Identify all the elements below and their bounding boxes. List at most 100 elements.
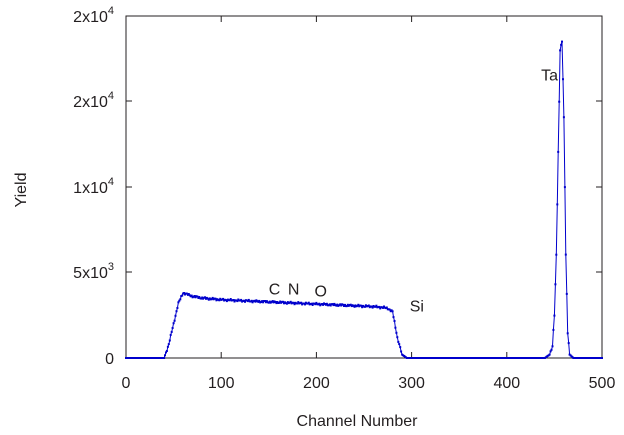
data-point <box>385 306 388 309</box>
data-point <box>322 303 325 306</box>
data-point <box>395 331 398 334</box>
data-point <box>264 300 266 302</box>
data-point <box>333 302 336 305</box>
data-point <box>292 301 295 304</box>
data-point <box>398 343 401 346</box>
data-point <box>318 302 321 305</box>
data-point <box>236 300 239 303</box>
data-point <box>244 300 246 303</box>
data-point <box>565 292 568 295</box>
data-point <box>555 253 558 256</box>
data-point <box>340 304 343 307</box>
y-axis-title: Yield <box>13 173 30 208</box>
y-tick-label: 0 <box>105 351 114 368</box>
data-point <box>548 353 551 356</box>
data-point <box>375 304 378 307</box>
peak-annotation: Ta <box>541 67 558 84</box>
data-point <box>566 332 569 335</box>
data-point <box>311 304 314 306</box>
data-point <box>218 299 221 302</box>
data-point <box>183 292 186 294</box>
data-point <box>185 292 188 295</box>
data-point <box>243 299 245 302</box>
data-point <box>177 301 180 304</box>
data-point <box>364 304 367 307</box>
data-point <box>567 342 570 345</box>
data-point <box>168 339 171 342</box>
data-point <box>219 297 222 300</box>
data-point <box>169 333 172 336</box>
data-point <box>325 302 328 305</box>
data-point <box>246 300 249 303</box>
data-point <box>361 306 364 309</box>
data-point <box>293 303 296 306</box>
data-point <box>344 303 346 306</box>
data-point <box>383 305 385 308</box>
data-point <box>561 40 563 43</box>
data-point <box>172 322 175 325</box>
data-point <box>282 300 285 303</box>
data-point <box>391 310 394 313</box>
data-point <box>315 301 318 304</box>
data-point <box>240 298 243 301</box>
data-point <box>179 298 182 301</box>
data-point <box>178 299 181 302</box>
data-point <box>335 304 338 307</box>
y-tick-label: 2x104 <box>73 90 114 111</box>
data-point <box>265 300 268 303</box>
data-point <box>271 300 274 303</box>
data-point <box>388 308 391 311</box>
data-point <box>397 340 400 343</box>
data-point <box>345 305 348 308</box>
y-tick-label: 2x104 <box>73 5 114 26</box>
x-tick-label: 0 <box>122 375 131 392</box>
data-point <box>553 314 556 317</box>
x-axis-title: Channel Number <box>297 413 419 430</box>
data-point <box>204 296 206 299</box>
data-point <box>343 305 345 307</box>
data-point <box>201 296 204 299</box>
data-point <box>278 301 281 304</box>
data-point <box>200 297 203 300</box>
data-point <box>211 296 214 299</box>
data-point <box>126 357 129 359</box>
data-point <box>353 305 356 308</box>
data-point <box>346 303 349 306</box>
y-tick-base: 2x10 <box>73 94 108 111</box>
data-point <box>207 298 210 301</box>
y-tick-exponent: 4 <box>108 5 114 17</box>
data-point <box>222 297 225 300</box>
peak-annotation: O <box>314 283 326 300</box>
x-axis-ticks: 0 100 200 300 400 500 <box>122 16 615 392</box>
data-point <box>349 303 352 306</box>
data-point <box>374 305 377 308</box>
data-point <box>364 305 366 308</box>
data-point <box>562 78 564 81</box>
data-point <box>336 303 339 306</box>
data-point <box>371 306 374 309</box>
data-point <box>562 116 565 119</box>
data-point <box>232 299 235 301</box>
data-point <box>187 293 190 295</box>
data-point <box>394 326 397 329</box>
data-point <box>556 203 559 206</box>
y-tick-base: 5x10 <box>73 265 108 282</box>
data-point <box>559 49 562 52</box>
data-point <box>296 302 299 305</box>
data-point <box>167 343 170 346</box>
data-point <box>196 295 199 298</box>
data-point <box>198 296 201 298</box>
data-point <box>551 345 554 348</box>
data-point <box>332 304 335 307</box>
data-point <box>247 298 250 301</box>
data-point <box>210 298 213 301</box>
data-point <box>228 299 231 302</box>
data-point <box>563 186 566 189</box>
data-point <box>173 319 176 322</box>
data-point <box>552 328 555 331</box>
peak-annotation: N <box>288 282 300 299</box>
data-point <box>214 297 217 300</box>
data-point <box>268 300 271 303</box>
data-point <box>297 301 300 304</box>
